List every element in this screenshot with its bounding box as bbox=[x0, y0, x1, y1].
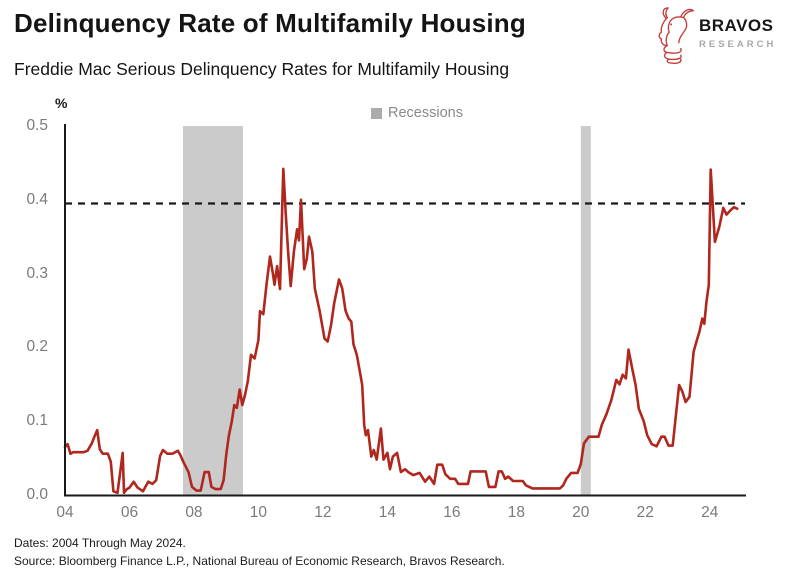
x-tick-label: 20 bbox=[572, 504, 590, 521]
x-tick-label: 12 bbox=[314, 504, 332, 521]
legend: Recessions bbox=[371, 105, 463, 121]
chart-subtitle: Freddie Mac Serious Delinquency Rates fo… bbox=[14, 59, 510, 79]
x-tick-label: 22 bbox=[636, 504, 654, 521]
delinquency-rate-line bbox=[63, 167, 739, 495]
y-tick-label: 0.2 bbox=[26, 338, 48, 356]
footnote-source: Source: Bloomberg Finance L.P., National… bbox=[14, 554, 505, 568]
logo-name: BRAVOS bbox=[699, 16, 774, 35]
y-tick-label: 0.1 bbox=[26, 412, 48, 430]
y-tick-label: 0.3 bbox=[26, 264, 48, 282]
y-tick-label: 0.5 bbox=[26, 117, 48, 134]
footnote-dates: Dates: 2004 Through May 2024. bbox=[14, 536, 186, 550]
x-tick-label: 16 bbox=[443, 504, 461, 521]
legend-label: Recessions bbox=[388, 105, 463, 121]
x-tick-label: 04 bbox=[56, 504, 74, 521]
x-tick-label: 06 bbox=[120, 504, 139, 521]
x-tick-label: 18 bbox=[507, 504, 525, 521]
recession-band bbox=[580, 126, 591, 495]
x-tick-label: 14 bbox=[378, 504, 396, 521]
logo-wordmark: BRAVOS RESEARCH bbox=[699, 16, 776, 50]
y-axis-unit-label: % bbox=[55, 95, 68, 111]
bravos-bull-logo-icon bbox=[658, 7, 695, 64]
x-tick-label: 08 bbox=[185, 504, 203, 521]
page-title: Delinquency Rate of Multifamily Housing bbox=[14, 8, 526, 38]
x-tick-label: 24 bbox=[701, 504, 719, 521]
y-tick-label: 0.4 bbox=[26, 190, 48, 208]
footnotes: Dates: 2004 Through May 2024. Source: Bl… bbox=[14, 534, 505, 570]
x-tick-label: 10 bbox=[249, 504, 268, 521]
recession-band bbox=[182, 126, 243, 495]
y-tick-label: 0.0 bbox=[26, 486, 48, 503]
recession-swatch-icon bbox=[371, 107, 382, 119]
bravos-research-logo: BRAVOS RESEARCH bbox=[651, 6, 786, 64]
logo-subname: RESEARCH bbox=[699, 39, 777, 50]
